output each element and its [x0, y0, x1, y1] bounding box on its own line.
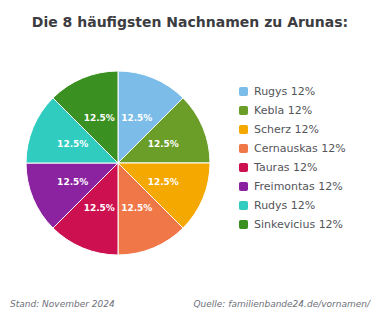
svg-text:12.5%: 12.5%: [148, 177, 179, 187]
svg-text:Sinkevicius 12%: Sinkevicius 12%: [254, 218, 343, 231]
svg-text:Freimontas 12%: Freimontas 12%: [254, 180, 343, 193]
svg-text:Rudys 12%: Rudys 12%: [254, 199, 315, 212]
svg-text:Quelle: familienbande24.de/vor: Quelle: familienbande24.de/vornamen/: [193, 299, 370, 309]
svg-text:12.5%: 12.5%: [84, 113, 115, 123]
svg-text:Scherz 12%: Scherz 12%: [254, 123, 319, 136]
svg-text:Die 8 häufigsten Nachnamen zu: Die 8 häufigsten Nachnamen zu Arunas:: [32, 14, 348, 30]
svg-text:Rugys 12%: Rugys 12%: [254, 85, 315, 98]
svg-text:Stand: November 2024: Stand: November 2024: [10, 299, 115, 309]
svg-text:12.5%: 12.5%: [121, 203, 152, 213]
svg-text:12.5%: 12.5%: [84, 203, 115, 213]
svg-text:12.5%: 12.5%: [121, 113, 152, 123]
svg-text:Tauras 12%: Tauras 12%: [253, 161, 318, 174]
svg-text:12.5%: 12.5%: [57, 139, 88, 149]
svg-text:Cernauskas 12%: Cernauskas 12%: [254, 142, 346, 155]
svg-text:12.5%: 12.5%: [57, 177, 88, 187]
svg-text:12.5%: 12.5%: [148, 139, 179, 149]
svg-text:Kebla 12%: Kebla 12%: [254, 104, 312, 117]
